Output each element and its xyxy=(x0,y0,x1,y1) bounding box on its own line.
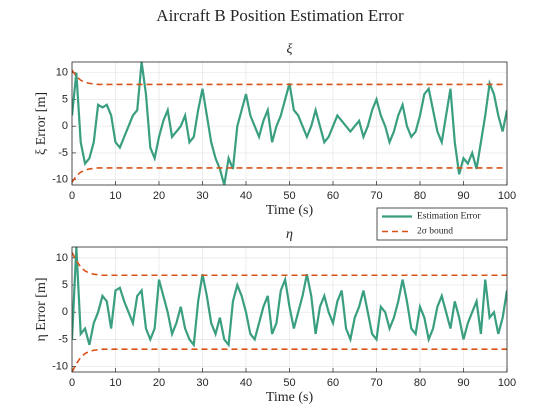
figure-title: Aircraft B Position Estimation Error xyxy=(156,6,404,25)
bound-line xyxy=(72,167,507,183)
axes-frame xyxy=(71,61,508,186)
x-tick-label: 50 xyxy=(283,190,295,202)
x-tick-label: 20 xyxy=(153,190,165,202)
error-line xyxy=(72,62,507,185)
bound-line xyxy=(72,69,507,86)
x-tick-label: 50 xyxy=(283,377,295,389)
x-tick-label: 30 xyxy=(196,377,208,389)
x-tick-label: 90 xyxy=(457,190,469,202)
x-tick-label: 40 xyxy=(240,377,252,389)
y-tick-label: 0 xyxy=(62,120,68,132)
x-tick-label: 20 xyxy=(153,377,165,389)
axes-title: ξ xyxy=(287,42,293,57)
y-tick-label: 0 xyxy=(62,306,68,318)
x-tick-label: 90 xyxy=(457,377,469,389)
axes-title: η xyxy=(286,227,293,242)
legend-box xyxy=(376,207,508,241)
x-axis-label: Time (s) xyxy=(266,390,314,405)
y-axis-label: ξ Error [m] xyxy=(34,92,49,155)
x-tick-label: 40 xyxy=(240,190,252,202)
y-tick-label: -5 xyxy=(58,147,68,159)
x-tick-label: 10 xyxy=(109,377,121,389)
x-tick-label: 80 xyxy=(414,190,426,202)
x-tick-label: 70 xyxy=(370,190,382,202)
y-tick-label: 10 xyxy=(56,252,68,264)
y-tick-label: -5 xyxy=(58,333,68,345)
bound-line xyxy=(72,348,507,372)
bound-line xyxy=(72,252,507,277)
x-tick-label: 100 xyxy=(498,377,516,389)
x-tick-label: 70 xyxy=(370,377,382,389)
y-tick-label: 5 xyxy=(62,279,68,291)
x-tick-label: 60 xyxy=(327,377,339,389)
x-tick-label: 60 xyxy=(327,190,339,202)
y-axis-label: η Error [m] xyxy=(34,277,49,341)
y-tick-label: 10 xyxy=(56,67,68,79)
error-line xyxy=(72,247,507,348)
x-tick-label: 30 xyxy=(196,190,208,202)
legend-label: Estimation Error xyxy=(417,212,481,222)
y-tick-label: 5 xyxy=(62,93,68,105)
y-tick-label: -10 xyxy=(52,360,68,372)
x-tick-label: 0 xyxy=(69,190,75,202)
y-tick-label: -10 xyxy=(52,174,68,186)
x-axis-label: Time (s) xyxy=(266,203,314,218)
x-tick-label: 10 xyxy=(109,190,121,202)
legend-label: 2σ bound xyxy=(417,227,453,237)
axes-frame xyxy=(71,246,508,373)
x-tick-label: 80 xyxy=(414,377,426,389)
x-tick-label: 0 xyxy=(69,377,75,389)
x-tick-label: 100 xyxy=(498,190,516,202)
